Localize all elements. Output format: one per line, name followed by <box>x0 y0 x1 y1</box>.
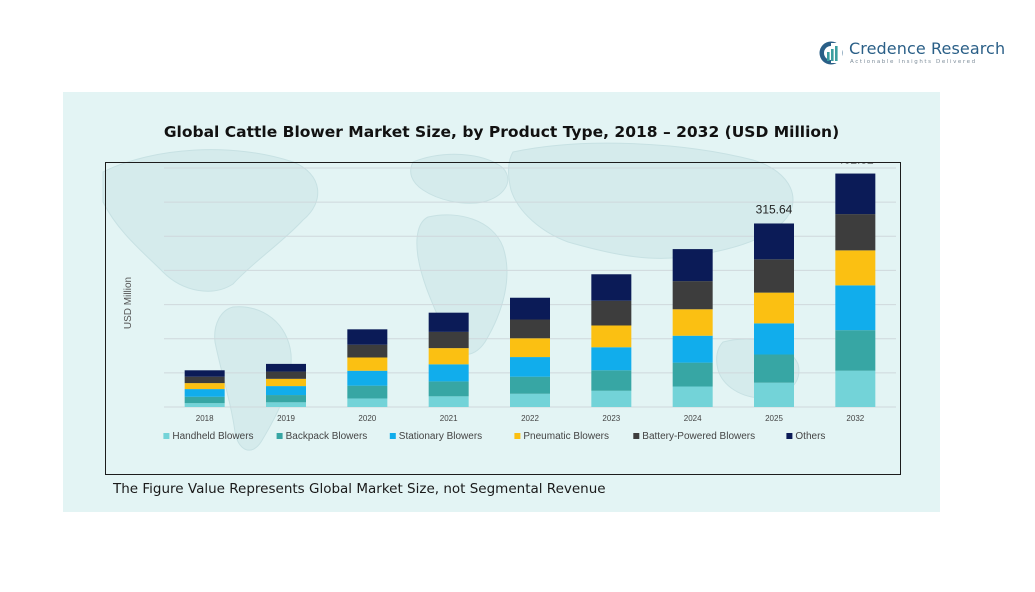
chart-panel: Global Cattle Blower Market Size, by Pro… <box>63 92 940 512</box>
bar-segment <box>266 386 306 396</box>
legend-label: Pneumatic Blowers <box>523 431 609 442</box>
bar-segment <box>510 297 550 320</box>
x-tick-labels: 2018 2019 2020 2021 2022 2023 2024 2025 2032 <box>196 414 865 423</box>
bar-segment <box>347 370 388 386</box>
bar-segment <box>591 370 632 391</box>
bar-segment <box>428 381 469 397</box>
bar-segment <box>510 357 550 377</box>
bar-segment <box>672 309 713 336</box>
bar-segment <box>754 292 794 324</box>
x-tick-label: 2024 <box>684 414 702 423</box>
bar-segment <box>184 383 225 390</box>
legend-label: Stationary Blowers <box>399 431 482 442</box>
bar-segment <box>266 395 306 403</box>
bar-segment <box>835 173 876 215</box>
bar-segment <box>266 378 306 387</box>
footnote: The Figure Value Represents Global Marke… <box>113 481 606 497</box>
bar-segment <box>835 285 876 331</box>
x-tick-label: 2019 <box>277 414 295 423</box>
bar-segment <box>754 323 794 355</box>
bar-segment <box>510 393 550 407</box>
bar-segment <box>184 370 225 377</box>
x-tick-label: 2020 <box>358 414 376 423</box>
bar-segment <box>510 376 550 394</box>
bar-segment <box>672 281 713 310</box>
bar-segment <box>428 396 469 407</box>
bar-segment <box>754 259 794 293</box>
bar-segment <box>428 364 469 382</box>
bar-segment <box>347 385 388 399</box>
data-label: 315.64 <box>756 202 793 216</box>
bar-segment <box>835 330 876 371</box>
bar-segment <box>591 390 632 407</box>
bar-segment <box>266 402 306 407</box>
bar-segment <box>672 335 713 363</box>
legend-swatch <box>633 433 640 439</box>
brand: Credence Research Actionable Insights De… <box>818 38 1018 72</box>
bar-segment <box>347 357 388 371</box>
legend-label: Others <box>795 431 825 442</box>
bar-segment <box>672 249 713 282</box>
bar-segment <box>672 386 713 407</box>
legend-swatch <box>276 433 283 439</box>
legend-label: Handheld Blowers <box>172 431 253 442</box>
legend-label: Backpack Blowers <box>286 431 368 442</box>
plot-frame: USD Million 2018 2019 2020 2021 2022 2023 2024… <box>105 162 901 475</box>
x-tick-label: 2023 <box>602 414 620 423</box>
x-tick-label: 2018 <box>196 414 214 423</box>
bar-segment <box>510 319 550 339</box>
x-tick-label: 2032 <box>846 414 864 423</box>
bar-segment <box>266 371 306 379</box>
legend: Handheld Blowers Backpack Blowers Stationa… <box>163 431 825 442</box>
x-tick-label: 2025 <box>765 414 783 423</box>
legend-swatch <box>786 433 793 439</box>
x-tick-label: 2021 <box>440 414 458 423</box>
data-label: 462.82 <box>837 163 874 167</box>
legend-swatch <box>389 433 396 439</box>
brand-tagline: Actionable Insights Delivered <box>850 59 977 65</box>
bar-segment <box>347 329 388 345</box>
bar-segment <box>672 362 713 387</box>
bar-segment <box>428 312 469 332</box>
bar-segment <box>510 338 550 358</box>
bar-segment <box>591 300 632 326</box>
bar-segment <box>266 363 306 372</box>
legend-swatch <box>163 433 170 439</box>
bar-segment <box>754 354 794 383</box>
bar-segment <box>347 344 388 358</box>
bars <box>184 173 876 407</box>
legend-label: Battery-Powered Blowers <box>642 431 755 442</box>
legend-swatch <box>514 433 521 439</box>
bar-segment <box>428 348 469 365</box>
brand-name: Credence Research <box>849 39 1006 58</box>
bar-segment <box>754 382 794 407</box>
bar-segment <box>184 376 225 384</box>
credence-logo-icon <box>819 41 843 65</box>
chart-title: Global Cattle Blower Market Size, by Pro… <box>163 123 840 141</box>
bar-segment <box>184 389 225 397</box>
bar-segment <box>591 274 632 301</box>
bar-segment <box>347 398 388 407</box>
bar-segment <box>591 347 632 371</box>
bar-segment <box>835 370 876 407</box>
bar-segment <box>428 331 469 349</box>
y-axis-label: USD Million <box>123 277 134 329</box>
stacked-bar-chart: USD Million 2018 2019 2020 2021 2022 2023 2024… <box>123 163 896 442</box>
bar-segment <box>835 250 876 286</box>
bar-segment <box>835 214 876 251</box>
bar-segment <box>591 325 632 348</box>
data-labels: 315.64 462.82 <box>756 163 874 216</box>
bar-segment <box>754 223 794 260</box>
bar-segment <box>184 403 225 407</box>
bar-segment <box>184 396 225 404</box>
x-tick-label: 2022 <box>521 414 539 423</box>
